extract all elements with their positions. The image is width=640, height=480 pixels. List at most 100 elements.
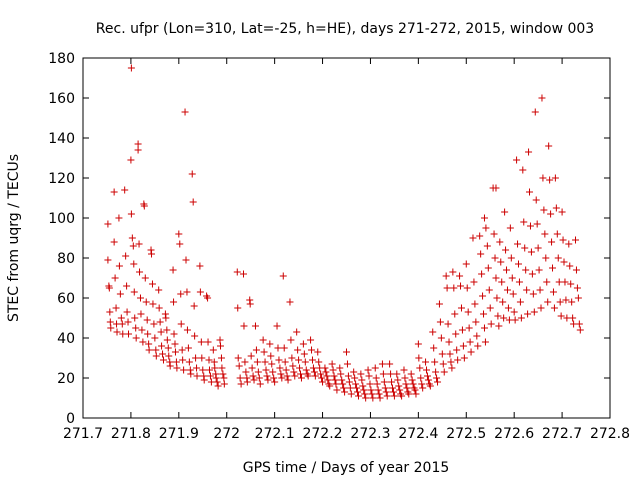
data-point	[365, 372, 373, 380]
data-point	[196, 288, 204, 296]
data-point	[163, 326, 171, 334]
data-point	[283, 372, 291, 380]
data-point	[524, 310, 532, 318]
data-point	[490, 230, 498, 238]
data-point	[362, 394, 370, 402]
data-point	[130, 288, 138, 296]
data-point	[233, 268, 241, 276]
data-point	[496, 238, 504, 246]
data-point	[430, 344, 438, 352]
data-point	[181, 108, 189, 116]
data-point	[439, 360, 447, 368]
data-point	[409, 380, 417, 388]
data-point	[429, 328, 437, 336]
data-point	[200, 376, 208, 384]
data-point	[519, 166, 527, 174]
data-point	[522, 266, 530, 274]
data-point	[398, 392, 406, 400]
data-point	[193, 364, 201, 372]
data-point	[253, 358, 261, 366]
data-point	[275, 356, 283, 364]
data-point	[171, 348, 179, 356]
data-point	[482, 224, 490, 232]
data-point	[487, 320, 495, 328]
data-point	[170, 330, 178, 338]
data-point	[470, 278, 478, 286]
data-point	[246, 300, 254, 308]
data-point	[184, 344, 192, 352]
x-axis-label: GPS time / Days of year 2015	[243, 460, 450, 476]
data-point	[300, 350, 308, 358]
data-point	[214, 382, 222, 390]
data-point	[324, 376, 332, 384]
data-point	[401, 374, 409, 382]
data-point	[152, 352, 160, 360]
data-point	[180, 366, 188, 374]
data-point	[437, 334, 445, 342]
data-point	[480, 310, 488, 318]
data-point	[499, 298, 507, 306]
data-point	[352, 380, 360, 388]
data-point	[307, 336, 315, 344]
data-point	[382, 388, 390, 396]
data-point	[557, 312, 565, 320]
data-point	[559, 236, 567, 244]
y-tick-label: 40	[57, 331, 75, 347]
data-point	[460, 354, 468, 362]
data-point	[445, 338, 453, 346]
data-point	[340, 384, 348, 392]
data-point	[360, 386, 368, 394]
data-point	[472, 318, 480, 326]
data-point	[529, 290, 537, 298]
data-point	[143, 316, 151, 324]
data-point	[129, 242, 137, 250]
data-point	[471, 300, 479, 308]
data-point	[135, 240, 143, 248]
data-point	[366, 380, 374, 388]
data-point	[125, 330, 133, 338]
data-point	[517, 314, 525, 322]
data-point	[367, 386, 375, 394]
data-point	[185, 358, 193, 366]
data-point	[456, 272, 464, 280]
data-point	[402, 380, 410, 388]
data-point	[251, 322, 259, 330]
data-point	[537, 304, 545, 312]
data-point	[569, 314, 577, 322]
data-point	[431, 358, 439, 366]
data-point	[128, 234, 136, 242]
data-point	[317, 370, 325, 378]
data-point	[309, 364, 317, 372]
data-point	[240, 322, 248, 330]
data-point	[347, 390, 355, 398]
data-point	[191, 332, 199, 340]
data-point	[117, 314, 125, 322]
data-point	[491, 254, 499, 262]
data-point	[566, 262, 574, 270]
data-point	[354, 388, 362, 396]
data-point	[319, 378, 327, 386]
data-point	[516, 298, 524, 306]
data-point	[546, 176, 554, 184]
data-point	[358, 376, 366, 384]
data-point	[554, 254, 562, 262]
data-point	[281, 358, 289, 366]
data-point	[288, 354, 296, 362]
data-point	[217, 354, 225, 362]
data-point	[376, 394, 384, 402]
data-point	[296, 364, 304, 372]
data-point	[539, 174, 547, 182]
data-point	[169, 266, 177, 274]
data-point	[127, 64, 135, 72]
data-point	[159, 350, 167, 358]
data-point	[326, 382, 334, 390]
data-point	[118, 320, 126, 328]
data-point	[155, 286, 163, 294]
data-point	[151, 334, 159, 342]
data-point	[520, 218, 528, 226]
data-point	[423, 372, 431, 380]
data-point	[375, 390, 383, 398]
data-point	[514, 260, 522, 268]
data-point	[123, 282, 131, 290]
data-point	[165, 352, 173, 360]
